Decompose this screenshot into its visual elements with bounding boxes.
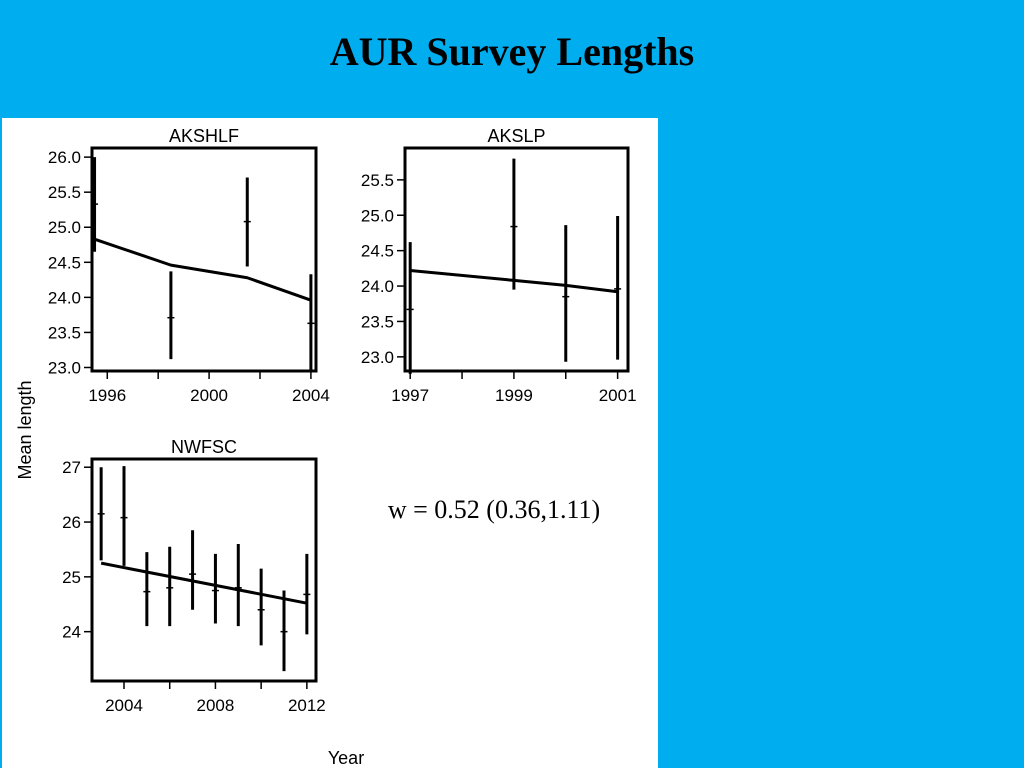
fitted-trend-line xyxy=(410,268,618,294)
x-tick-label: 1999 xyxy=(495,386,533,405)
chart-panel-akslp: AKSLP 23.0 23.5 24.0 24.5 25.0 25.5 1997 1999 200… xyxy=(361,126,637,405)
plot-frame xyxy=(403,146,630,373)
panel-title: NWFSC xyxy=(171,437,237,457)
plot-frame xyxy=(90,146,318,373)
y-tick-label: 24.0 xyxy=(361,277,394,296)
y-tick-label: 23.5 xyxy=(361,312,394,331)
y-tick-label: 23.0 xyxy=(361,348,394,367)
y-tick-label: 25.5 xyxy=(361,171,394,190)
x-tick-label: 2012 xyxy=(288,696,326,715)
y-tick-label: 24.5 xyxy=(48,253,81,272)
x-tick-label: 2004 xyxy=(292,386,330,405)
x-tick-label: 2000 xyxy=(190,386,228,405)
x-tick-label: 2001 xyxy=(599,386,637,405)
y-tick-label: 25 xyxy=(62,568,81,587)
y-tick-label: 24 xyxy=(62,623,81,642)
y-tick-label: 27 xyxy=(62,458,81,477)
plot-frame xyxy=(90,457,318,683)
y-tick-label: 25.0 xyxy=(361,206,394,225)
y-tick-label: 24.5 xyxy=(361,242,394,261)
x-tick-label: 2008 xyxy=(197,696,235,715)
panel-title: AKSLP xyxy=(487,126,545,146)
slide-title: AUR Survey Lengths xyxy=(329,29,695,74)
figure-panel: Mean length Year w = 0.52 (0.36,1.11) AK… xyxy=(2,118,658,768)
y-tick-label: 23.0 xyxy=(48,358,81,377)
chart-panel-akshlf: AKSHLF 23.0 23.5 24.0 24.5 25.0 25.5 26.0 1996 20… xyxy=(48,126,330,405)
panel-title: AKSHLF xyxy=(169,126,239,146)
x-tick-label: 1996 xyxy=(88,386,126,405)
y-axis-label: Mean length xyxy=(15,380,35,479)
y-tick-label: 24.0 xyxy=(48,288,81,307)
x-axis-label: Year xyxy=(328,748,364,768)
fitted-trend-line xyxy=(100,561,308,605)
x-tick-label: 2004 xyxy=(105,696,143,715)
y-tick-label: 26.0 xyxy=(48,148,81,167)
x-tick-label: 1997 xyxy=(391,386,429,405)
y-tick-label: 26 xyxy=(62,513,81,532)
figure-svg: Mean length Year w = 0.52 (0.36,1.11) AK… xyxy=(15,126,637,768)
y-tick-label: 25.5 xyxy=(48,183,81,202)
fitted-trend-line xyxy=(94,237,312,302)
chart-panel-nwfsc: NWFSC 24 25 26 27 2004 2008 2012 xyxy=(62,437,326,715)
y-tick-label: 23.5 xyxy=(48,323,81,342)
y-tick-label: 25.0 xyxy=(48,218,81,237)
w-annotation: w = 0.52 (0.36,1.11) xyxy=(388,495,600,524)
